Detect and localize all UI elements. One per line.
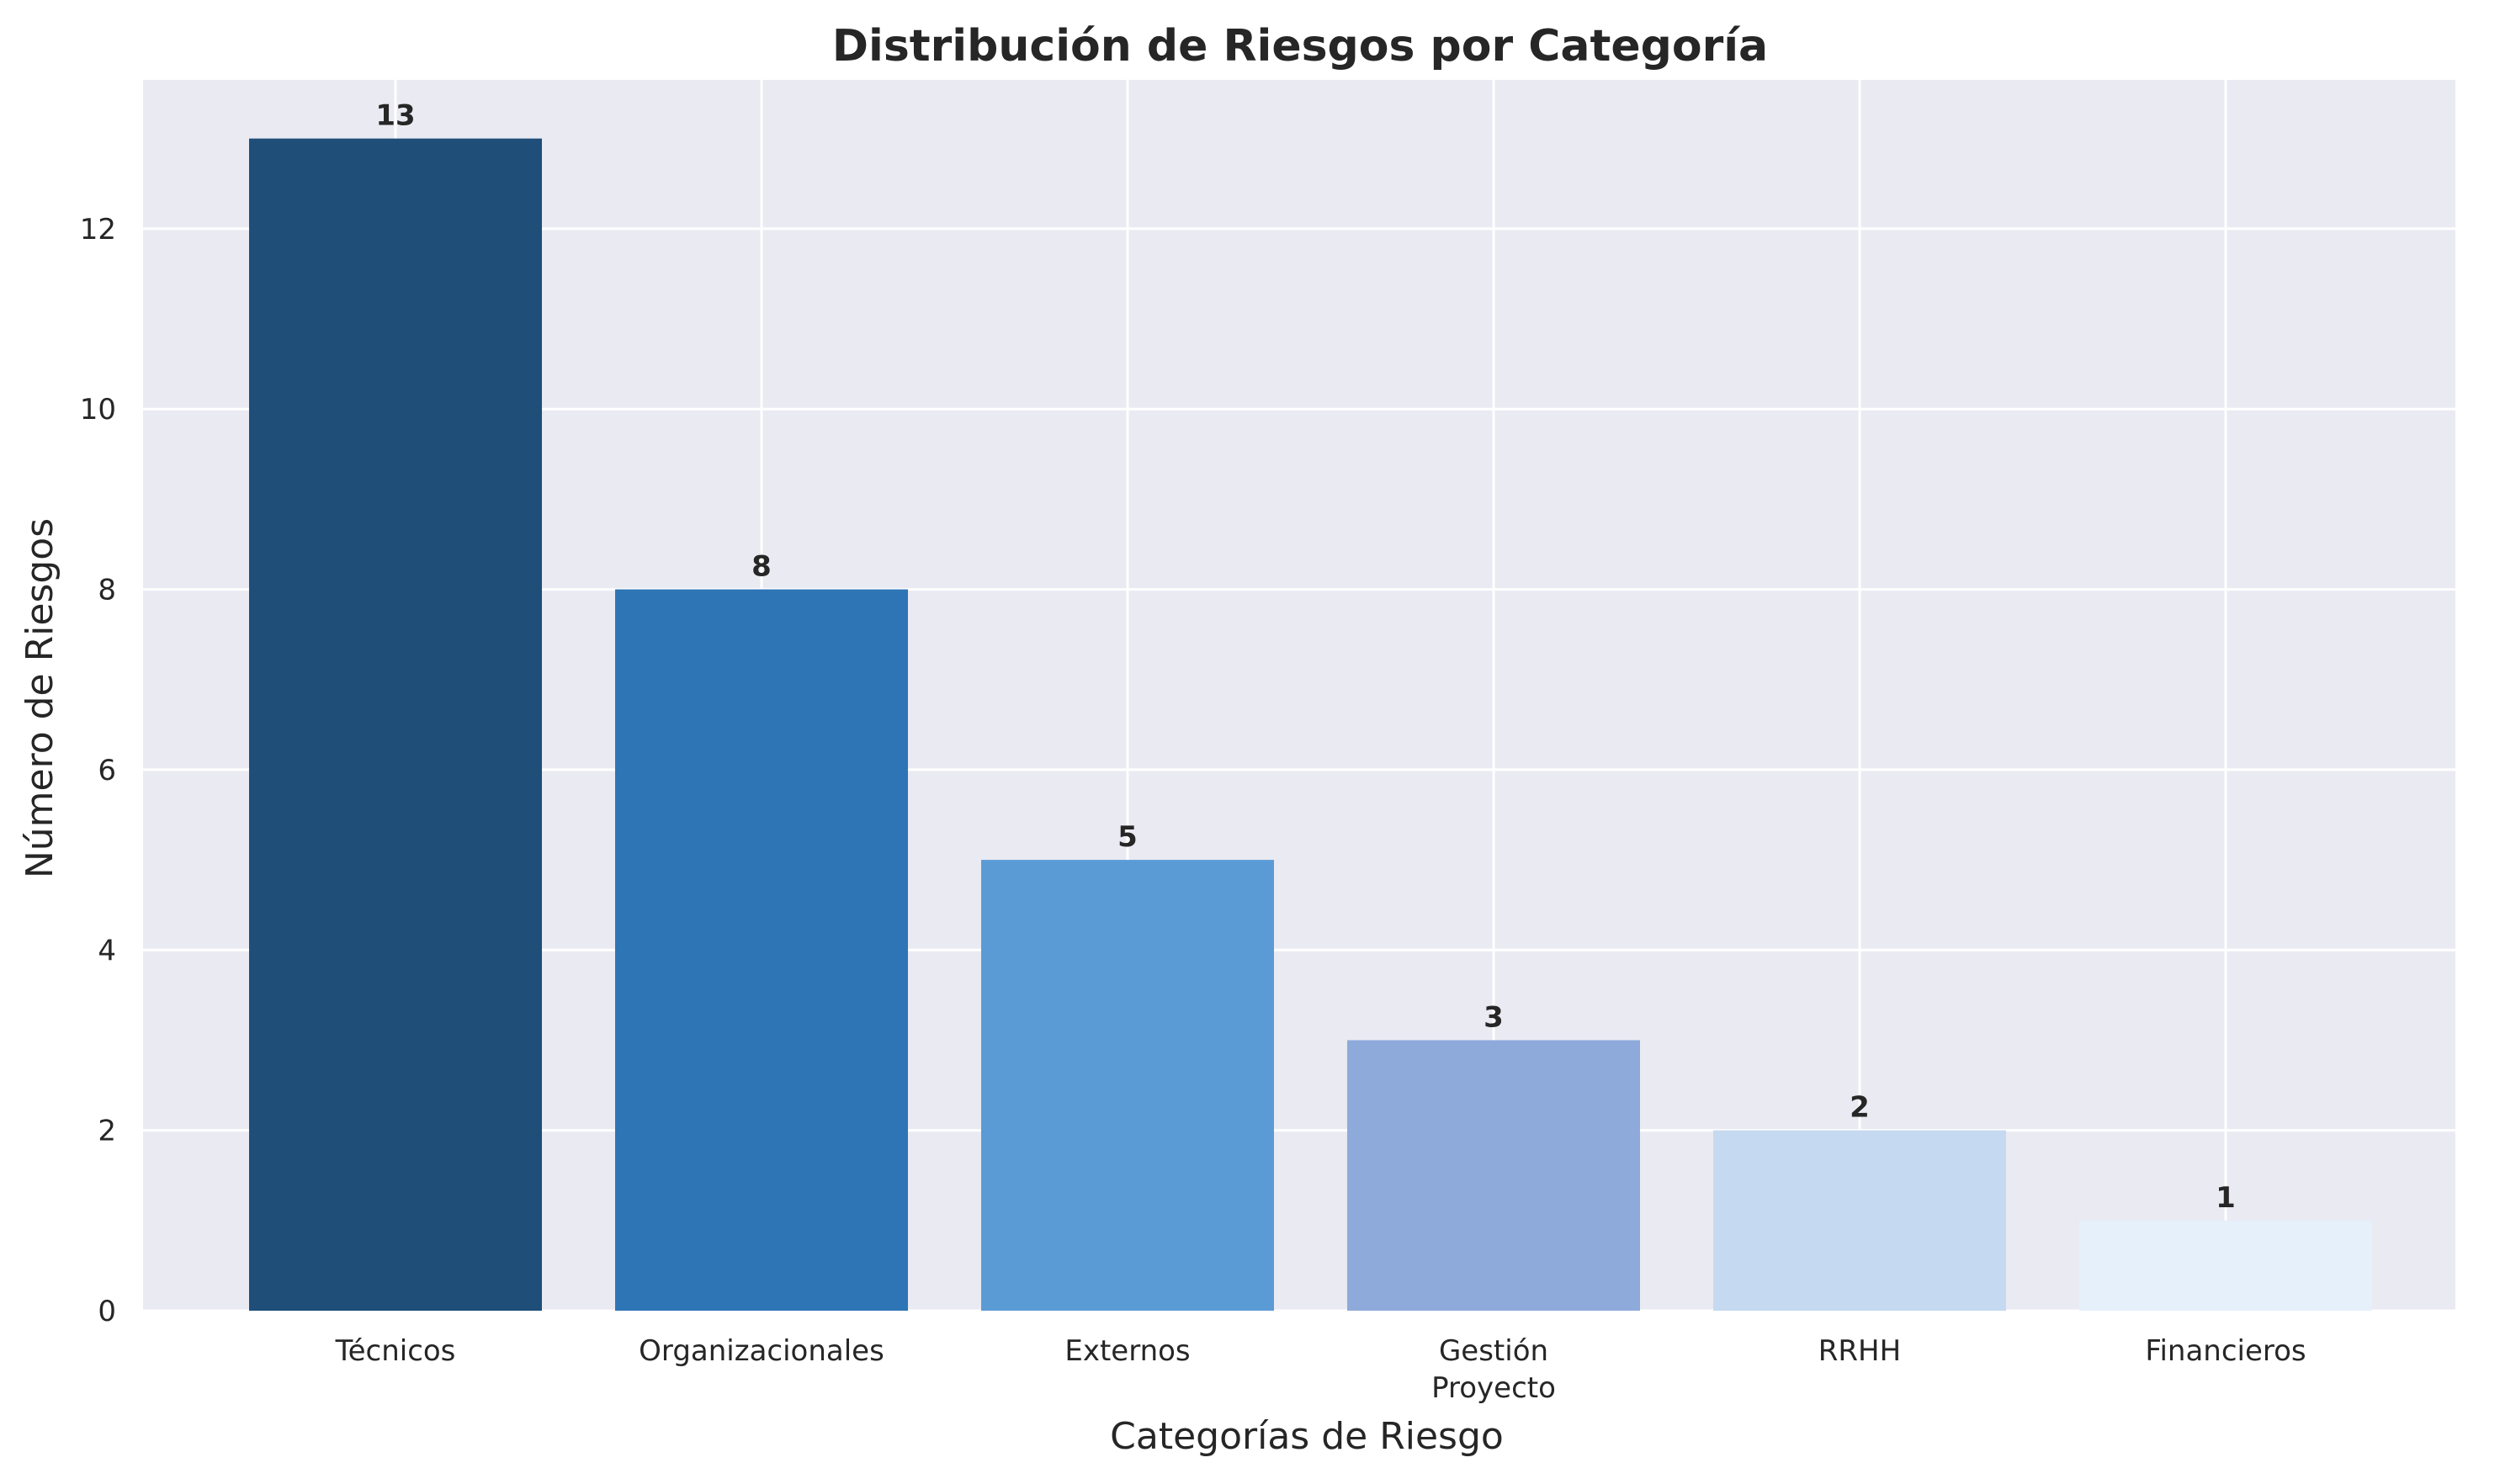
x-axis-label: Categorías de Riesgo — [1110, 1415, 1504, 1458]
x-axis-ticks: Técnicos Organizacionales Externos Gestión P… — [335, 1334, 2306, 1405]
y-tick-label: 2 — [98, 1115, 116, 1148]
chart-title: Distribución de Riesgos por Categoría — [832, 21, 1768, 72]
bar — [615, 589, 908, 1311]
y-axis-ticks: 0 2 4 6 8 10 12 — [80, 213, 116, 1328]
bar — [249, 138, 542, 1312]
x-tick-label: Externos — [1064, 1334, 1190, 1368]
bars — [249, 138, 2372, 1312]
bar — [2079, 1220, 2372, 1311]
x-tick-label: Financieros — [2145, 1334, 2306, 1368]
bar-value-label: 3 — [1484, 1000, 1504, 1034]
bar-value-label: 2 — [1850, 1091, 1870, 1125]
y-tick-label: 8 — [98, 574, 116, 607]
bar — [1713, 1130, 2006, 1311]
data-labels: 13 8 5 3 2 1 — [375, 99, 2236, 1215]
bar-value-label: 1 — [2216, 1181, 2236, 1215]
bar-value-label: 13 — [375, 99, 415, 133]
x-tick-label: Organizacionales — [639, 1334, 884, 1368]
bar — [1347, 1040, 1640, 1311]
y-tick-label: 12 — [80, 213, 116, 246]
bar-value-label: 8 — [751, 550, 772, 584]
y-tick-label: 4 — [98, 934, 116, 967]
x-tick-label: Gestión Proyecto — [1431, 1334, 1556, 1405]
bar-value-label: 5 — [1117, 820, 1138, 854]
x-tick-label: Técnicos — [335, 1334, 456, 1368]
y-tick-label: 0 — [98, 1295, 116, 1328]
x-tick-label: RRHH — [1818, 1334, 1901, 1368]
y-tick-label: 10 — [80, 393, 116, 427]
y-axis-label: Número de Riesgos — [19, 518, 61, 878]
bar — [981, 860, 1274, 1311]
y-tick-label: 6 — [98, 754, 116, 787]
